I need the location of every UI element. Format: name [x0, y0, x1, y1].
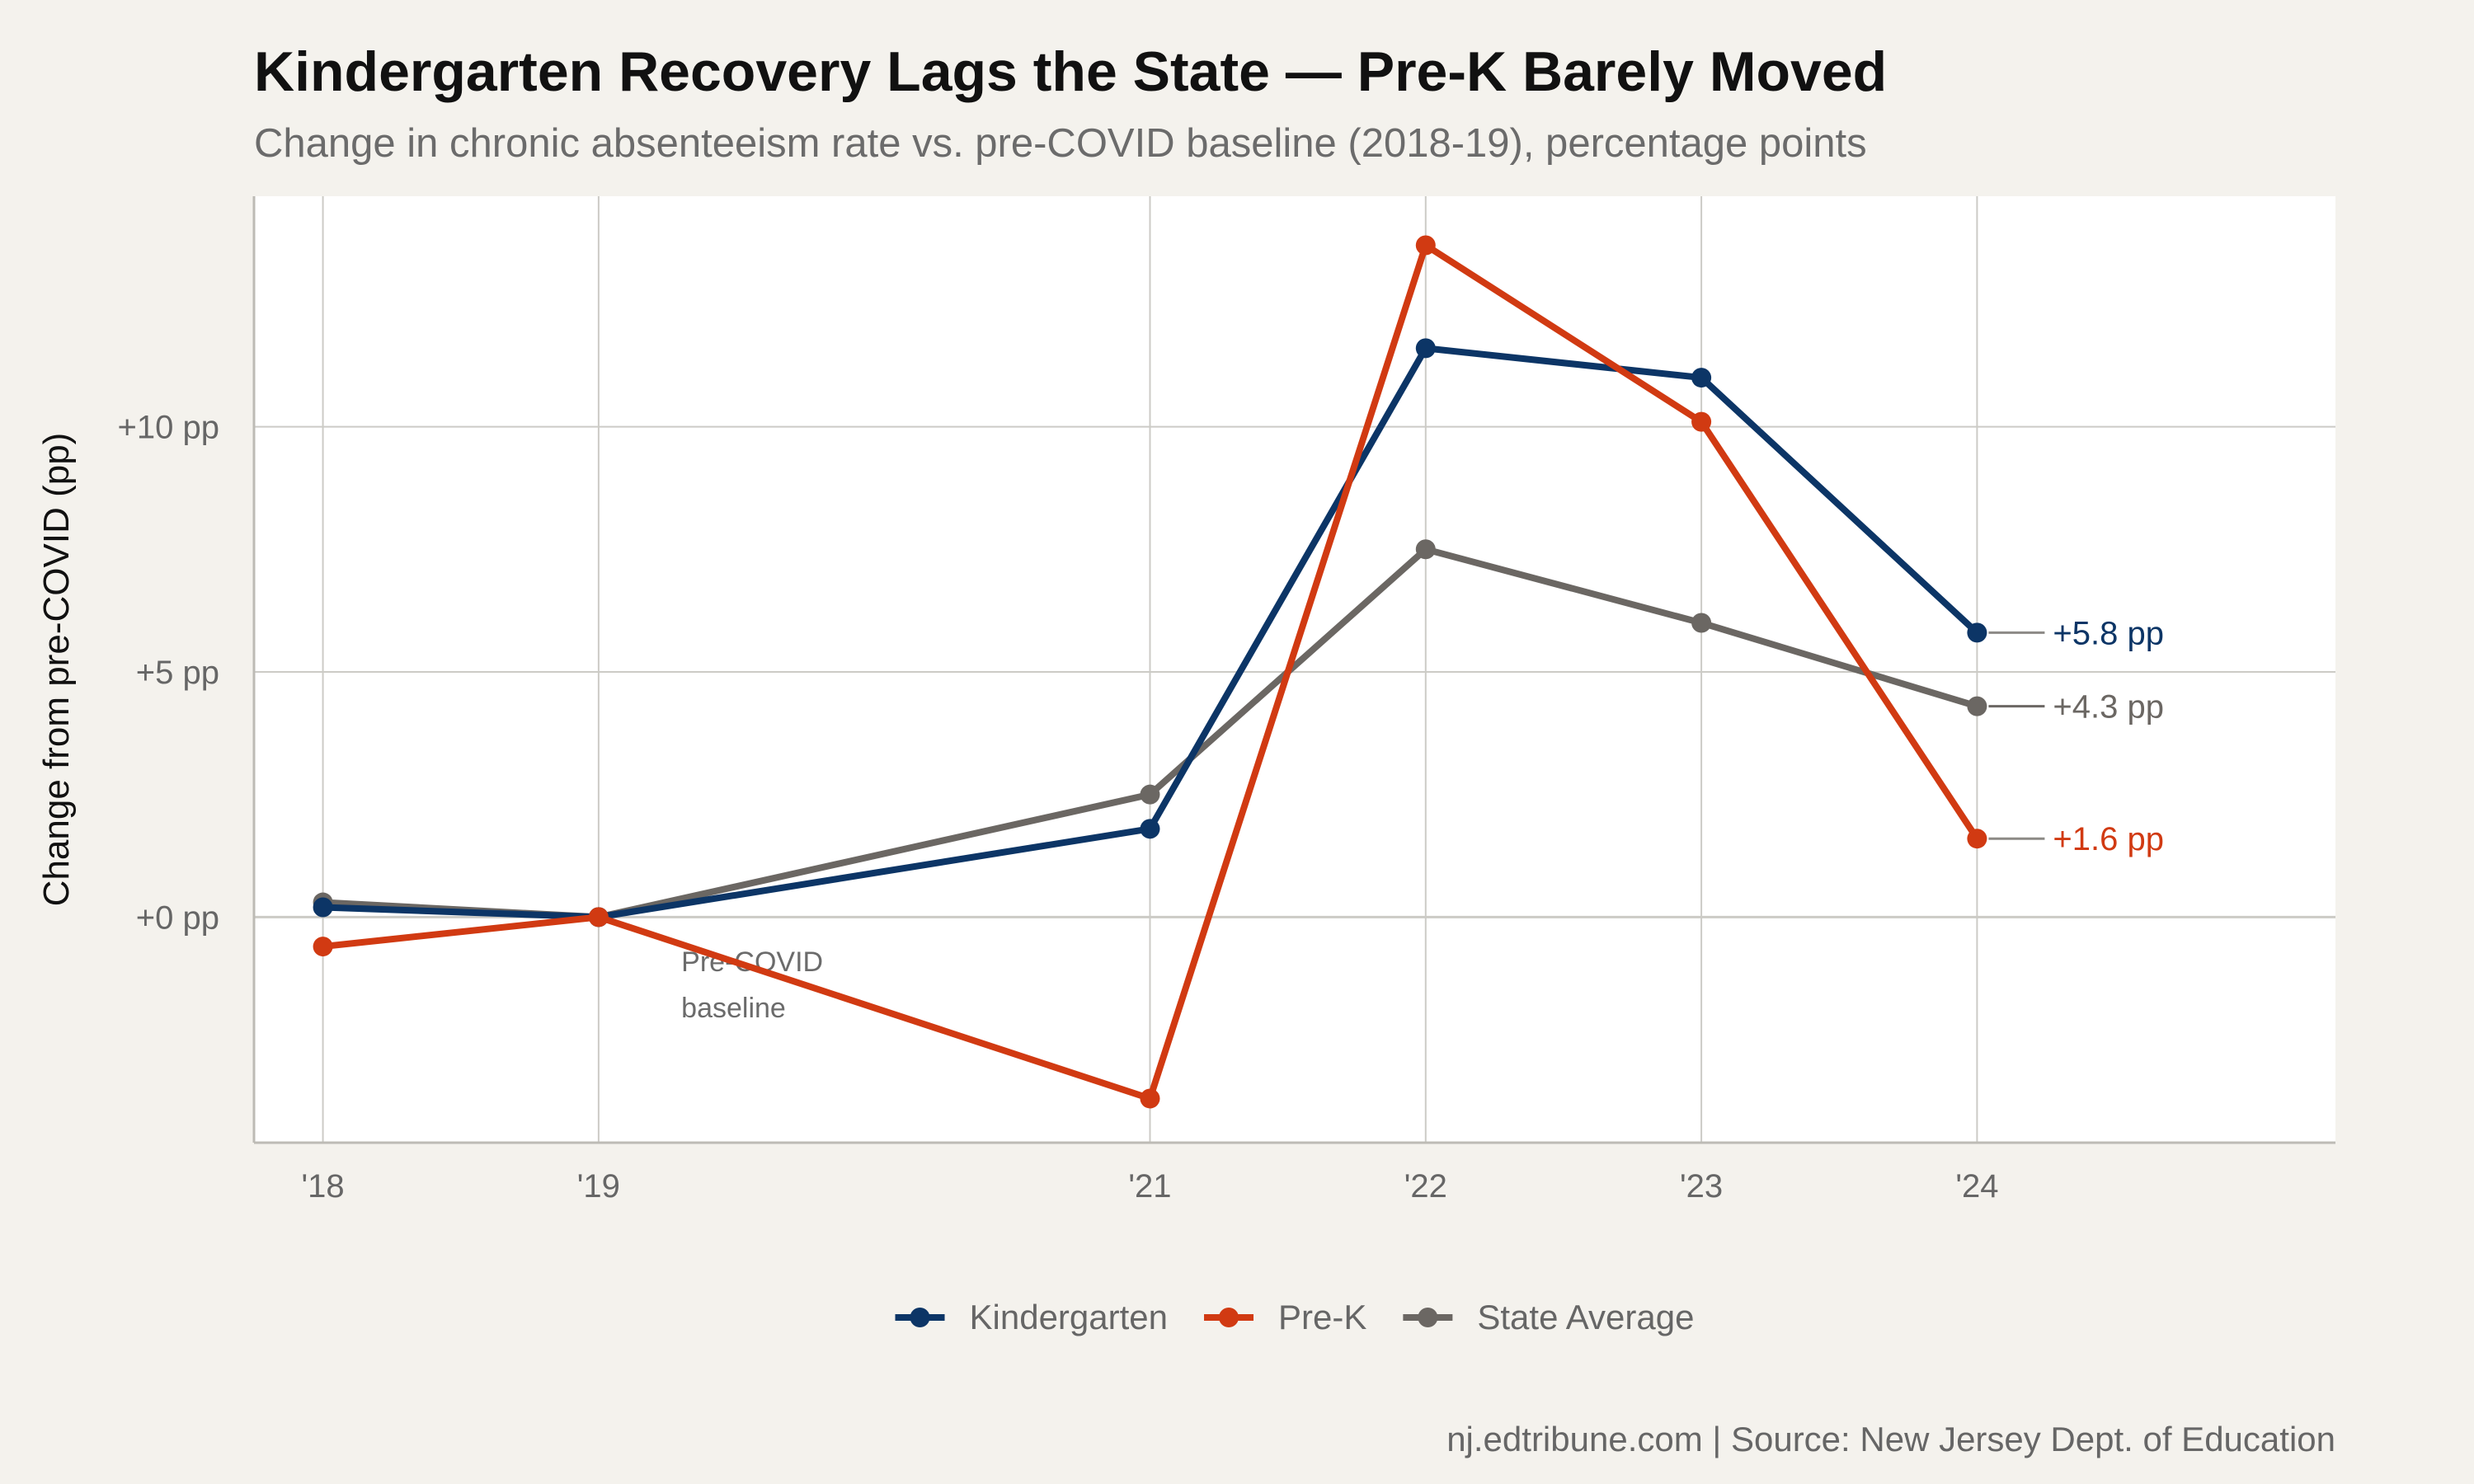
data-point — [1415, 539, 1436, 560]
data-point — [1691, 368, 1712, 388]
end-label: +5.8 pp — [2053, 615, 2164, 651]
series-line — [319, 242, 1981, 1102]
data-point — [1140, 784, 1160, 805]
legend-item: Kindergarten — [895, 1298, 1169, 1336]
data-point — [313, 897, 333, 918]
y-tick-label: +0 pp — [136, 899, 219, 936]
data-point — [588, 907, 609, 928]
series-line — [319, 345, 1981, 921]
legend-item: Pre-K — [1204, 1298, 1366, 1336]
legend-swatch-point — [1418, 1308, 1438, 1327]
x-tick-label: '22 — [1404, 1168, 1447, 1205]
legend-label: Kindergarten — [970, 1298, 1169, 1336]
data-point — [1140, 819, 1160, 839]
data-point — [1415, 338, 1436, 359]
data-point — [1140, 1088, 1160, 1109]
x-tick-label: '19 — [577, 1168, 620, 1205]
data-point — [313, 937, 333, 957]
y-tick-label: +10 pp — [118, 410, 219, 446]
chart-title: Kindergarten Recovery Lags the State — P… — [254, 40, 1887, 103]
data-point — [1967, 622, 1987, 643]
legend-item: State Average — [1403, 1298, 1694, 1336]
legend: Kindergarten Pre-K State Average — [895, 1298, 1694, 1336]
end-label: +1.6 pp — [2053, 821, 2164, 857]
x-axis-ticks: '18 '19 '21 '22 '23 '24 — [302, 1168, 1999, 1205]
data-point — [1967, 696, 1987, 716]
legend-label: Pre-K — [1278, 1298, 1366, 1336]
end-labels: +5.8 pp +1.6 pp +4.3 pp — [1988, 615, 2164, 857]
series-lines — [313, 235, 1987, 1109]
legend-swatch-point — [1219, 1308, 1239, 1327]
end-label: +4.3 pp — [2053, 689, 2164, 726]
data-point — [1691, 613, 1712, 633]
x-tick-label: '24 — [1955, 1168, 1998, 1205]
y-axis-ticks: +0 pp +5 pp +10 pp — [118, 410, 219, 937]
series-pre-k — [313, 235, 1987, 1109]
chart-subtitle: Change in chronic absenteeism rate vs. p… — [254, 121, 1867, 166]
annotation-text: baseline — [681, 993, 786, 1024]
x-tick-label: '23 — [1680, 1168, 1723, 1205]
legend-swatch-point — [910, 1308, 930, 1327]
data-point — [1691, 411, 1712, 432]
legend-label: State Average — [1477, 1298, 1694, 1336]
y-axis-title: Change from pre-COVID (pp) — [36, 433, 77, 907]
x-tick-label: '21 — [1128, 1168, 1171, 1205]
data-point — [1415, 235, 1436, 256]
caption: nj.edtribune.com | Source: New Jersey De… — [1446, 1420, 2335, 1458]
data-point — [1967, 829, 1987, 849]
y-tick-label: +5 pp — [136, 655, 219, 691]
x-tick-label: '18 — [302, 1168, 345, 1205]
